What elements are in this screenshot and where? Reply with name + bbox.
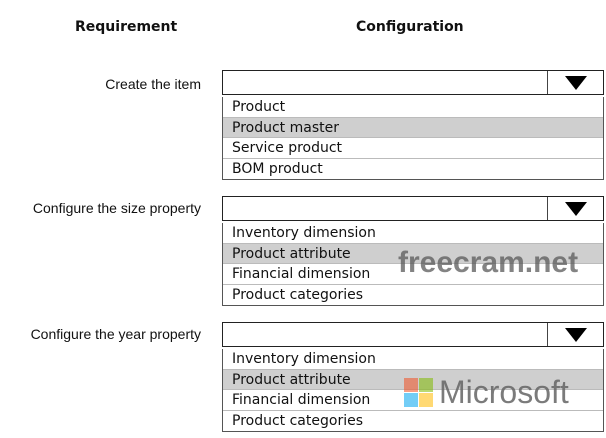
option-highlighted[interactable]: Product attribute xyxy=(223,369,603,390)
option[interactable]: Service product xyxy=(223,138,603,159)
requirement-label: Configure the year property xyxy=(30,326,201,342)
chevron-down-icon xyxy=(564,201,587,216)
select-box[interactable] xyxy=(222,322,604,347)
option[interactable]: Product categories xyxy=(232,286,363,303)
chevron-down-icon xyxy=(564,75,587,90)
options-list: Inventory dimension Product attribute Fi… xyxy=(222,223,604,306)
dropdown-arrow-button[interactable] xyxy=(547,323,603,346)
option[interactable]: Financial dimension xyxy=(223,390,603,411)
dropdown-create-item: Product Product master Service product B… xyxy=(222,70,604,180)
requirement-label: Configure the size property xyxy=(32,200,201,216)
select-box[interactable] xyxy=(222,196,604,221)
options-list: Product Product master Service product B… xyxy=(222,97,604,180)
chevron-down-icon xyxy=(564,327,587,342)
dropdown-size-property: Inventory dimension Product attribute Fi… xyxy=(222,196,604,306)
option[interactable]: Inventory dimension xyxy=(223,223,603,244)
requirement-label: Create the item xyxy=(105,76,201,92)
option[interactable]: Inventory dimension xyxy=(223,349,603,370)
dropdown-arrow-button[interactable] xyxy=(547,197,603,220)
select-box[interactable] xyxy=(222,70,604,95)
option[interactable]: Product xyxy=(223,97,603,118)
dropdown-year-property: Inventory dimension Product attribute Fi… xyxy=(222,322,604,432)
option[interactable]: BOM product xyxy=(232,160,323,177)
option[interactable]: Financial dimension xyxy=(223,264,603,285)
dropdown-arrow-button[interactable] xyxy=(547,71,603,94)
requirement-header: Requirement xyxy=(75,19,178,35)
option-highlighted[interactable]: Product attribute xyxy=(223,243,603,264)
configuration-header: Configuration xyxy=(356,19,464,35)
option[interactable]: Product categories xyxy=(232,412,363,429)
option-highlighted[interactable]: Product master xyxy=(223,117,603,138)
options-list: Inventory dimension Product attribute Fi… xyxy=(222,349,604,432)
